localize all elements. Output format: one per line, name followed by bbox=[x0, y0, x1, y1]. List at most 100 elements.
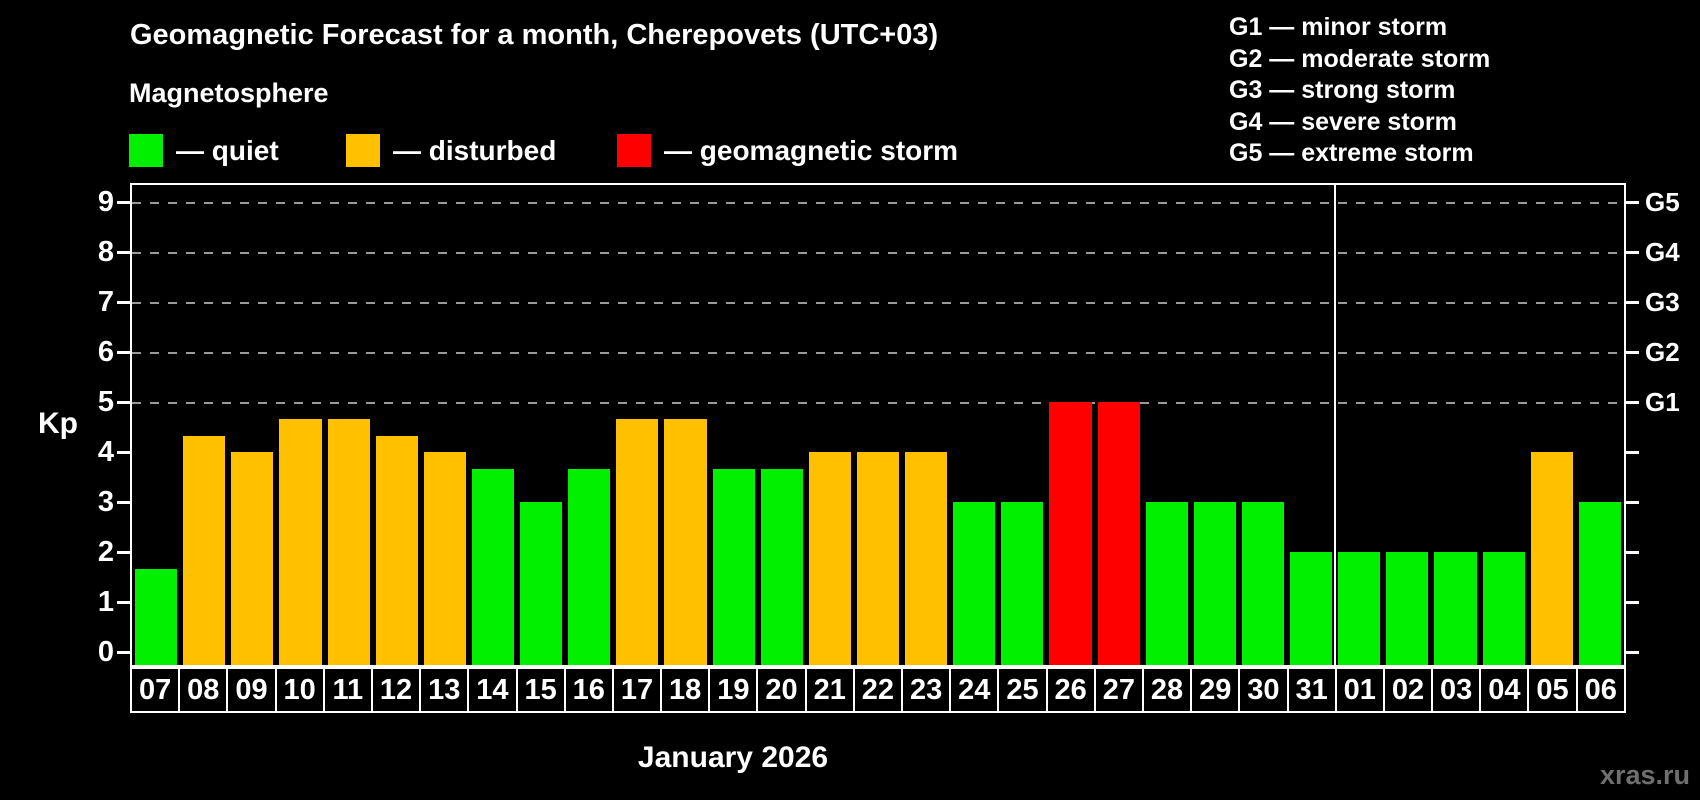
left-tick-kp9 bbox=[117, 201, 130, 204]
kp-bar-day-06 bbox=[1578, 502, 1621, 665]
kp-bar-day-24 bbox=[953, 502, 996, 665]
kp-bar-day-19 bbox=[712, 468, 755, 665]
left-tick-kp0 bbox=[117, 651, 130, 654]
kp-bar-day-05 bbox=[1530, 452, 1573, 665]
g3-legend-line: G3 — strong storm bbox=[1229, 76, 1456, 104]
kp-bar-day-17 bbox=[616, 418, 659, 665]
g-scale-legend: G1 — minor storm G2 — moderate storm G3 … bbox=[1229, 12, 1490, 170]
kp-bar-day-02 bbox=[1386, 552, 1429, 665]
day-label-31: 31 bbox=[1288, 669, 1337, 711]
right-tick-kp7 bbox=[1626, 301, 1639, 304]
month-separator-line bbox=[1334, 185, 1337, 665]
day-label-23: 23 bbox=[903, 669, 952, 711]
g5-legend-line: G5 — extreme storm bbox=[1229, 139, 1474, 167]
y-axis-label-7: 7 bbox=[97, 286, 114, 318]
left-tick-kp1 bbox=[117, 601, 130, 604]
y-axis-label-1: 1 bbox=[97, 586, 114, 618]
right-tick-kp4 bbox=[1626, 451, 1639, 454]
day-label-05: 05 bbox=[1529, 669, 1578, 711]
day-label-18: 18 bbox=[662, 669, 711, 711]
day-label-03: 03 bbox=[1433, 669, 1482, 711]
kp-bar-day-14 bbox=[471, 468, 515, 665]
day-label-15: 15 bbox=[517, 669, 566, 711]
kp-bar-day-26 bbox=[1049, 402, 1092, 665]
left-tick-kp5 bbox=[117, 401, 130, 404]
kp-bar-day-23 bbox=[905, 452, 948, 665]
x-axis-day-labels: 07 08 09 10 11 12 13 14 15 16 17 18 19 20 21 22 23 24 25 26… bbox=[130, 667, 1626, 713]
kp-bar-day-27 bbox=[1097, 402, 1140, 665]
left-tick-kp3 bbox=[117, 501, 130, 504]
right-tick-kp6 bbox=[1626, 351, 1639, 354]
day-label-25: 25 bbox=[999, 669, 1048, 711]
day-label-12: 12 bbox=[372, 669, 422, 711]
day-label-20: 20 bbox=[758, 669, 807, 711]
right-axis-label-g1: G1 bbox=[1645, 387, 1680, 417]
kp-bar-day-28 bbox=[1145, 502, 1188, 665]
legend-item-quiet: — quiet bbox=[129, 134, 279, 167]
watermark: xras.ru bbox=[1599, 760, 1690, 790]
left-tick-kp7 bbox=[117, 301, 130, 304]
kp-bar-day-16 bbox=[568, 468, 611, 665]
day-label-29: 29 bbox=[1192, 669, 1241, 711]
gridline-kp6 bbox=[132, 352, 1624, 354]
gridline-kp7 bbox=[132, 302, 1624, 304]
legend-label-disturbed: — disturbed bbox=[393, 135, 557, 166]
y-axis-label-3: 3 bbox=[97, 486, 114, 518]
g4-legend-line: G4 — severe storm bbox=[1229, 107, 1457, 136]
day-label-22: 22 bbox=[854, 669, 903, 711]
right-tick-kp1 bbox=[1626, 601, 1639, 604]
kp-bar-day-03 bbox=[1434, 552, 1477, 665]
y-axis-label-2: 2 bbox=[97, 536, 114, 568]
right-tick-kp3 bbox=[1626, 501, 1639, 504]
y-axis-label-4: 4 bbox=[97, 436, 114, 468]
day-label-26: 26 bbox=[1047, 669, 1096, 711]
kp-bar-day-30 bbox=[1241, 502, 1285, 665]
y-axis-title: Kp bbox=[38, 407, 78, 440]
day-label-08: 08 bbox=[180, 669, 229, 711]
left-tick-kp4 bbox=[117, 451, 130, 454]
left-tick-kp2 bbox=[117, 551, 130, 554]
gridline-kp5 bbox=[132, 402, 1624, 404]
gridline-kp9 bbox=[132, 202, 1624, 204]
quiet-color-swatch bbox=[129, 134, 163, 167]
kp-bar-day-21 bbox=[808, 452, 851, 665]
right-tick-kp5 bbox=[1626, 401, 1639, 404]
legend-item-storm: — geomagnetic storm bbox=[617, 134, 958, 167]
kp-bar-day-15 bbox=[520, 502, 563, 665]
kp-bar-day-18 bbox=[664, 418, 707, 665]
y-axis-label-0: 0 bbox=[97, 636, 114, 668]
day-label-11: 11 bbox=[324, 669, 373, 711]
right-tick-kp9 bbox=[1626, 201, 1639, 204]
y-axis-label-5: 5 bbox=[97, 386, 114, 418]
y-axis-label-8: 8 bbox=[97, 236, 114, 268]
day-label-09: 09 bbox=[228, 669, 277, 711]
kp-bar-day-29 bbox=[1193, 502, 1236, 665]
plot-area bbox=[130, 183, 1626, 667]
kp-bar-day-09 bbox=[231, 452, 274, 665]
right-axis-label-g2: G2 bbox=[1645, 337, 1680, 367]
day-label-21: 21 bbox=[806, 669, 855, 711]
legend-label-quiet: — quiet bbox=[176, 135, 279, 166]
kp-bar-day-20 bbox=[760, 468, 803, 665]
kp-bar-day-25 bbox=[1001, 502, 1044, 665]
kp-bar-day-22 bbox=[856, 452, 900, 665]
day-label-07: 07 bbox=[132, 669, 181, 711]
magnetosphere-label: Magnetosphere bbox=[129, 78, 329, 108]
kp-bar-day-13 bbox=[423, 452, 466, 665]
legend-label-storm: — geomagnetic storm bbox=[664, 135, 959, 166]
disturbed-color-swatch bbox=[346, 134, 380, 167]
left-tick-kp6 bbox=[117, 351, 130, 354]
gridline-kp8 bbox=[132, 252, 1624, 254]
right-axis-label-g5: G5 bbox=[1645, 187, 1680, 217]
g2-legend-line: G2 — moderate storm bbox=[1229, 44, 1491, 73]
day-label-10: 10 bbox=[276, 669, 325, 711]
kp-bar-day-08 bbox=[183, 435, 226, 665]
chart-title: Geomagnetic Forecast for a month, Cherep… bbox=[130, 19, 939, 51]
kp-bar-day-04 bbox=[1482, 552, 1525, 665]
day-label-04: 04 bbox=[1481, 669, 1530, 711]
left-tick-kp8 bbox=[117, 251, 130, 254]
day-label-19: 19 bbox=[710, 669, 759, 711]
right-tick-kp8 bbox=[1626, 251, 1639, 254]
kp-bar-day-07 bbox=[135, 568, 178, 665]
